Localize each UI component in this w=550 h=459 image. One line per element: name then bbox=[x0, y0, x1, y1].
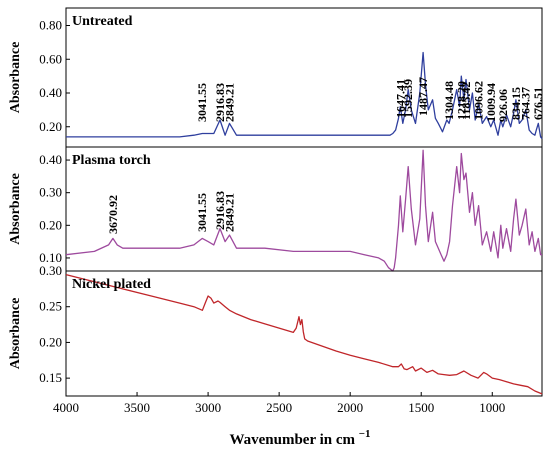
panel-plasma-torch: 0.10 0.20 0.30 0.40 Absorbance Plasma torch 36… bbox=[8, 146, 543, 272]
x-tick-label: 3500 bbox=[124, 400, 150, 415]
y-tick-label: 0.60 bbox=[39, 51, 62, 66]
series-line bbox=[66, 51, 543, 140]
peak-label: 2849.21 bbox=[223, 83, 237, 122]
peak-label: 1096.62 bbox=[472, 81, 486, 120]
y-tick-label: 0.10 bbox=[39, 250, 62, 265]
x-axis-title-text: Wavenumber in cm bbox=[229, 432, 355, 448]
peak-label: 764.37 bbox=[519, 87, 533, 120]
peak-label: 2849.21 bbox=[223, 193, 237, 232]
panel-untreated: 0.20 0.40 0.60 0.80 Absorbance Untreated 3041.… bbox=[8, 7, 545, 148]
panel-label: Plasma torch bbox=[72, 153, 151, 168]
y-tick-label: 0.40 bbox=[39, 152, 62, 167]
x-tick-label: 2500 bbox=[266, 400, 292, 415]
peak-label: 1592.39 bbox=[401, 79, 415, 118]
x-axis-title-unit-superscript: −1 bbox=[359, 428, 371, 440]
y-axis-title: Absorbance bbox=[8, 173, 23, 245]
peak-label: 3041.55 bbox=[195, 83, 209, 122]
y-axis-title: Absorbance bbox=[8, 42, 23, 114]
panel-frame bbox=[65, 7, 543, 148]
x-tick-label: 4000 bbox=[53, 400, 79, 415]
peak-label: 1487.47 bbox=[416, 77, 430, 116]
y-tick-label: 0.30 bbox=[39, 185, 62, 200]
peak-label: 1647.41 bbox=[393, 79, 407, 118]
peak-label: 1218.20 bbox=[454, 81, 468, 120]
y-tick-label: 0.20 bbox=[39, 217, 62, 232]
peak-label: 1304.48 bbox=[442, 81, 456, 120]
panel-label: Untreated bbox=[72, 14, 133, 29]
peak-label: 2916.83 bbox=[213, 191, 227, 230]
peak-label: 1185.42 bbox=[459, 82, 473, 120]
peak-label: 3670.92 bbox=[106, 195, 120, 234]
peak-label: 2916.83 bbox=[213, 83, 227, 122]
panel-frame bbox=[65, 270, 543, 397]
x-axis: 4000 3500 3000 2500 2000 1500 1000 bbox=[53, 392, 505, 415]
peak-label: 926.06 bbox=[496, 89, 510, 122]
series-line bbox=[65, 273, 543, 395]
y-tick-label: 0.30 bbox=[39, 263, 62, 278]
x-tick-label: 1500 bbox=[408, 400, 434, 415]
peak-label: 676.51 bbox=[531, 87, 545, 120]
y-tick-label: 0.20 bbox=[39, 334, 62, 349]
x-tick-label: 3000 bbox=[195, 400, 221, 415]
peak-label: 834.15 bbox=[509, 87, 523, 120]
y-tick-label: 0.15 bbox=[39, 370, 62, 385]
peak-label: 1009.94 bbox=[484, 83, 498, 122]
y-tick-label: 0.40 bbox=[39, 85, 62, 100]
x-tick-label: 2000 bbox=[337, 400, 363, 415]
panel-label: Nickel plated bbox=[72, 277, 151, 292]
x-axis-title: Wavenumber in cm −1 bbox=[229, 428, 370, 448]
panels-layer: 0.20 0.40 0.60 0.80 Absorbance Untreated 3041.… bbox=[8, 7, 545, 397]
series-line bbox=[65, 149, 542, 272]
y-axis-title: Absorbance bbox=[8, 298, 23, 370]
y-tick-label: 0.20 bbox=[39, 119, 62, 134]
peak-label: 3041.55 bbox=[195, 193, 209, 232]
y-tick-label: 0.25 bbox=[39, 299, 62, 314]
x-tick-label: 1000 bbox=[479, 400, 505, 415]
panel-nickel-plated: 0.15 0.20 0.25 0.30 Absorbance Nickel plated bbox=[8, 263, 543, 397]
y-tick-label: 0.80 bbox=[39, 18, 62, 33]
